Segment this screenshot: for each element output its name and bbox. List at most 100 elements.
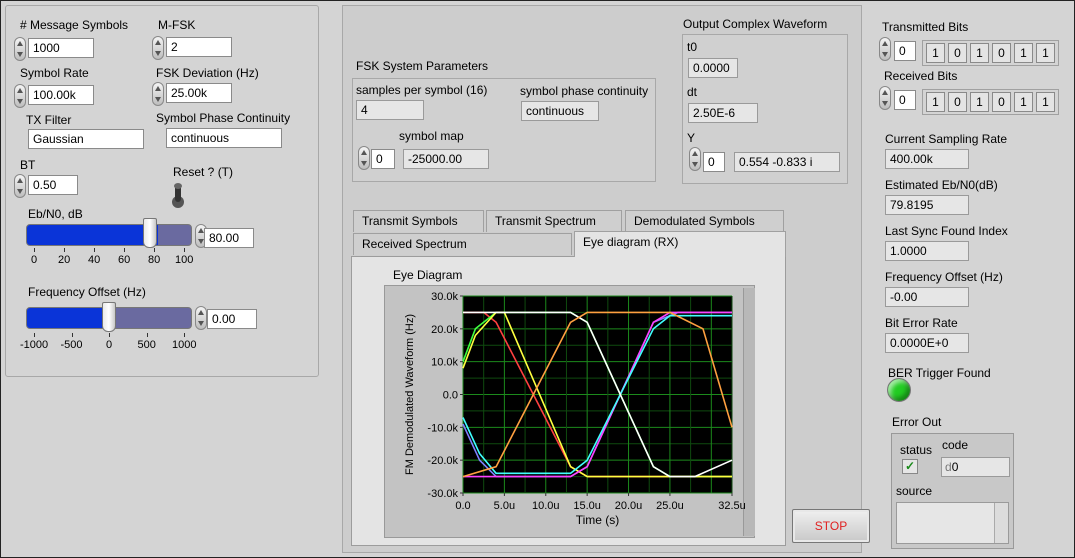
tab-eye-diagram[interactable]: Eye diagram (RX) bbox=[574, 231, 786, 257]
slider-tick-label: -500 bbox=[60, 339, 83, 351]
output-waveform-cluster: Output Complex Waveform t0 0.0000 dt 2.5… bbox=[682, 17, 848, 184]
bt-input[interactable]: 0.50 bbox=[28, 175, 78, 195]
slider-tick-mark bbox=[34, 248, 35, 252]
sampling-rate-label: Current Sampling Rate bbox=[885, 132, 1008, 146]
slider-tick-label: 500 bbox=[137, 339, 156, 351]
transmitted-bit-cell: 1 bbox=[1036, 43, 1055, 63]
transmitted-bit-cell: 1 bbox=[926, 43, 945, 63]
symbol-phase-continuity-param-value: continuous bbox=[521, 101, 599, 121]
received-bit-cell: 1 bbox=[926, 92, 945, 112]
ber-value: 0.0000E+0 bbox=[885, 333, 969, 353]
received-bit-cell: 0 bbox=[948, 92, 967, 112]
x-tick-label: 32.5u bbox=[718, 500, 746, 512]
m-fsk-spinner[interactable] bbox=[152, 36, 164, 60]
stop-button[interactable]: STOP bbox=[792, 509, 870, 543]
error-status-check-icon: ✓ bbox=[902, 459, 918, 474]
fsk-params-title: FSK System Parameters bbox=[356, 59, 489, 73]
transmitted-bit-cell: 0 bbox=[992, 43, 1011, 63]
y-index-spinner[interactable] bbox=[689, 147, 701, 171]
slider-tick-label: 1000 bbox=[172, 339, 197, 351]
received-bits-index[interactable]: 0 bbox=[894, 90, 916, 110]
fsk-deviation-spinner[interactable] bbox=[152, 82, 164, 106]
ber-trigger-label: BER Trigger Found bbox=[888, 366, 991, 380]
slider-tick-label: 0 bbox=[106, 339, 113, 351]
ebn0-slider-fill bbox=[27, 225, 159, 245]
sync-index-value: 1.0000 bbox=[885, 241, 969, 261]
slider-tick-label: 40 bbox=[88, 254, 101, 266]
bt-spinner[interactable] bbox=[14, 174, 26, 198]
freq-offset-slider-thumb[interactable] bbox=[102, 302, 116, 332]
fsk-deviation-input[interactable]: 25.00k bbox=[166, 83, 232, 103]
slider-tick-mark bbox=[146, 333, 148, 337]
symbol-rate-input[interactable]: 100.00k bbox=[28, 85, 94, 105]
error-code-label: code bbox=[942, 438, 969, 452]
received-bit-cell: 1 bbox=[1014, 92, 1033, 112]
message-symbols-input[interactable]: 1000 bbox=[28, 38, 94, 58]
symbol-rate-spinner[interactable] bbox=[14, 84, 26, 108]
eye-trace bbox=[463, 311, 733, 478]
y-tick-label: -10.0k bbox=[427, 422, 458, 434]
error-code-prefix: d bbox=[945, 460, 952, 474]
ebn0-input[interactable]: 80.00 bbox=[204, 228, 254, 248]
slider-tick-label: 100 bbox=[175, 254, 194, 266]
y-tick-label: 10.0k bbox=[431, 357, 458, 369]
error-source-field[interactable] bbox=[896, 502, 1009, 544]
dt-value: 2.50E-6 bbox=[688, 103, 758, 123]
error-source-label: source bbox=[896, 484, 933, 498]
output-waveform-title: Output Complex Waveform bbox=[683, 17, 828, 31]
bt-label: BT bbox=[20, 158, 36, 172]
ebn0-slider-thumb[interactable] bbox=[142, 218, 157, 248]
tx-filter-label: TX Filter bbox=[26, 113, 72, 127]
x-tick-label: 5.0u bbox=[494, 500, 515, 512]
tab-transmit-spectrum[interactable]: Transmit Spectrum bbox=[486, 210, 622, 232]
symbol-map-spinner[interactable] bbox=[358, 146, 370, 170]
x-tick-label: 10.0u bbox=[532, 500, 560, 512]
received-bits-spinner[interactable] bbox=[879, 86, 891, 110]
transmitted-bits-index[interactable]: 0 bbox=[894, 41, 916, 61]
error-status-label: status bbox=[900, 443, 933, 457]
sampling-rate-value: 400.00k bbox=[885, 149, 969, 169]
dt-label: dt bbox=[687, 85, 698, 99]
x-axis-label: Time (s) bbox=[576, 513, 620, 527]
tx-filter-input[interactable]: Gaussian bbox=[28, 129, 144, 149]
freq-offset-spinner[interactable] bbox=[195, 306, 207, 330]
y-label: Y bbox=[687, 131, 696, 145]
transmitted-bits-label: Transmitted Bits bbox=[882, 20, 969, 34]
symbol-map-index[interactable]: 0 bbox=[371, 149, 395, 169]
error-source-scrollbar[interactable] bbox=[994, 503, 1008, 543]
slider-tick-mark bbox=[184, 333, 185, 337]
chart-scrollbar[interactable] bbox=[743, 288, 755, 536]
symbol-phase-continuity-input[interactable]: continuous bbox=[166, 128, 282, 148]
tab-demodulated-symbols[interactable]: Demodulated Symbols bbox=[625, 210, 784, 232]
samples-per-symbol-value: 4 bbox=[356, 100, 424, 120]
error-code-value: d0 bbox=[941, 457, 1010, 477]
eye-trace bbox=[462, 314, 732, 475]
m-fsk-label: M-FSK bbox=[158, 18, 196, 32]
tab-transmit-symbols[interactable]: Transmit Symbols bbox=[353, 210, 484, 232]
y-index-input[interactable]: 0 bbox=[703, 152, 725, 172]
ebn0-slider[interactable] bbox=[26, 224, 192, 246]
slider-tick-mark bbox=[184, 248, 185, 252]
slider-tick-label: 60 bbox=[118, 254, 131, 266]
message-symbols-spinner[interactable] bbox=[14, 37, 26, 61]
freq-offset-input[interactable]: 0.00 bbox=[207, 309, 257, 329]
slider-tick-mark bbox=[64, 248, 65, 252]
symbol-map-value: -25000.00 bbox=[403, 149, 489, 169]
slider-tick-label: 20 bbox=[58, 254, 71, 266]
error-code-number: 0 bbox=[951, 460, 959, 474]
m-fsk-input[interactable]: 2 bbox=[166, 37, 232, 57]
center-panel: FSK System Parameters samples per symbol… bbox=[342, 5, 862, 553]
symbol-phase-continuity-param-label: symbol phase continuity bbox=[520, 84, 649, 98]
ebn0-label: Eb/N0, dB bbox=[28, 207, 83, 221]
reset-toggle-switch[interactable] bbox=[170, 182, 186, 210]
fsk-deviation-label: FSK Deviation (Hz) bbox=[156, 66, 259, 80]
transmitted-bits-spinner[interactable] bbox=[879, 37, 891, 61]
tab-received-spectrum[interactable]: Received Spectrum bbox=[353, 233, 572, 255]
slider-tick-mark bbox=[109, 333, 110, 337]
x-tick-label: 0.0 bbox=[455, 500, 470, 512]
freq-offset-scale: -1000 -500 0 500 1000 bbox=[20, 333, 196, 357]
chart-title: Eye Diagram bbox=[393, 268, 463, 282]
